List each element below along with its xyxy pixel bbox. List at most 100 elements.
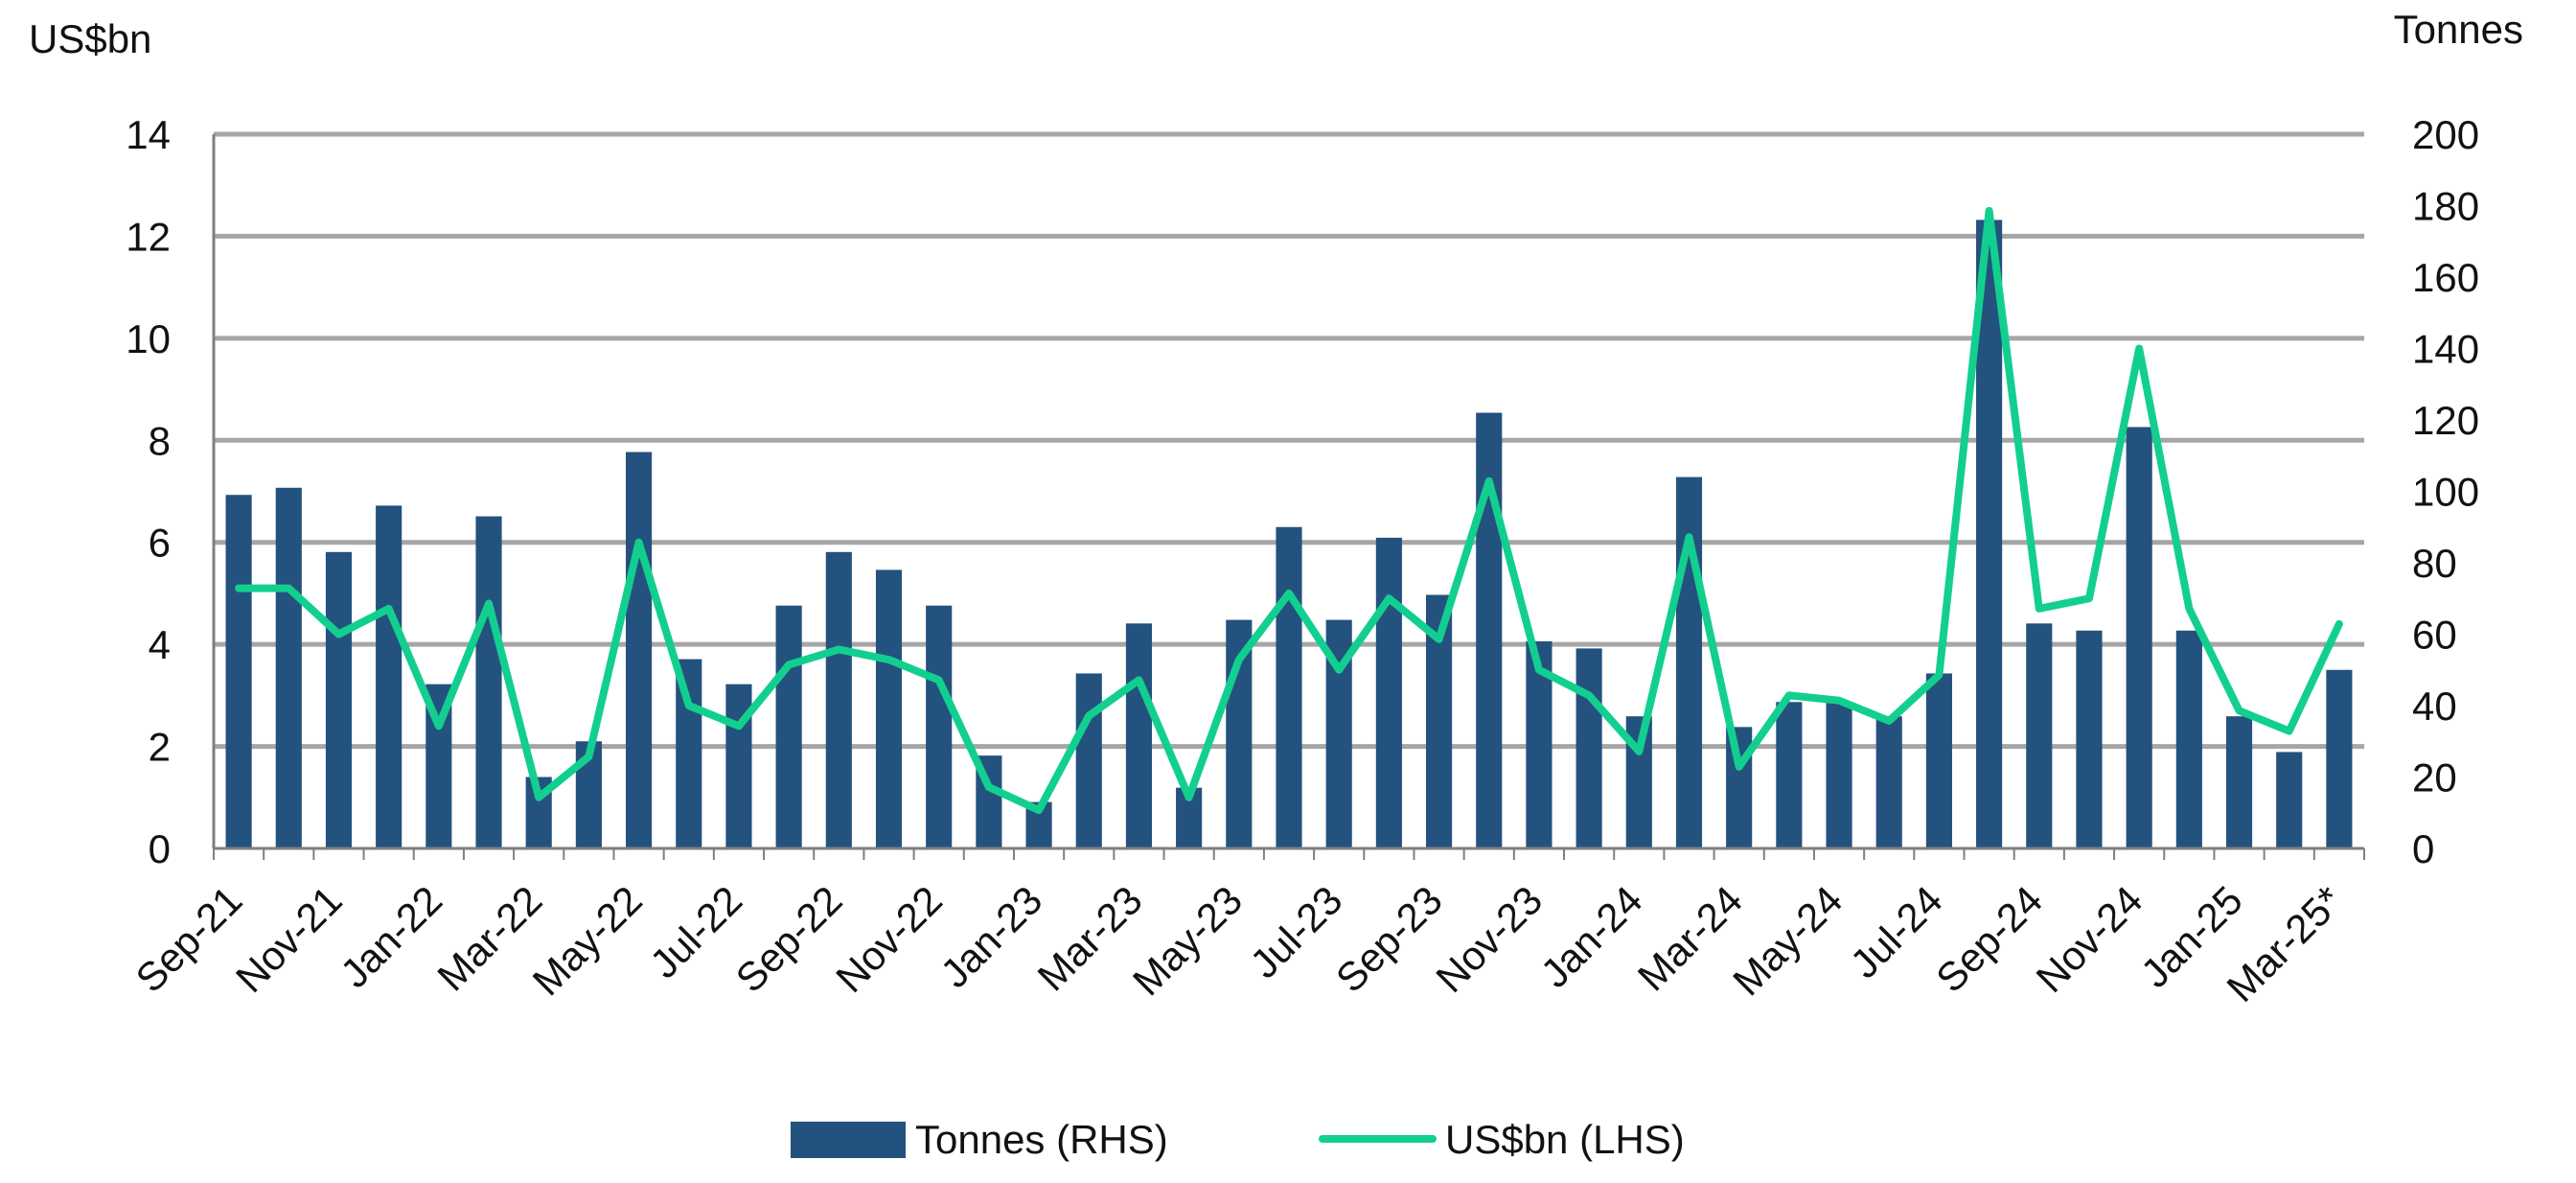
bar-Feb-25 — [2276, 752, 2303, 848]
left-tick-label-12: 12 — [126, 214, 171, 259]
line-point-Dec-21 — [387, 607, 391, 611]
left-tick-label-6: 6 — [149, 521, 171, 566]
line-point-Jan-23 — [1037, 808, 1041, 812]
bar-Aug-23 — [1375, 537, 1402, 848]
bar-Jun-22 — [676, 659, 702, 848]
left-axis-unit: US$bn — [29, 16, 151, 61]
bar-Feb-22 — [475, 516, 502, 848]
bar-Jun-23 — [1276, 526, 1302, 848]
line-point-Sep-22 — [837, 647, 840, 651]
line-point-Nov-24 — [2137, 347, 2141, 350]
line-point-Sep-23 — [1438, 638, 1441, 641]
left-tick-label-2: 2 — [149, 725, 171, 770]
line-point-Jun-22 — [687, 704, 691, 707]
bar-Apr-24 — [1776, 702, 1803, 848]
x-tick-label-Nov-24: Nov-24 — [2028, 877, 2151, 1001]
line-point-Aug-22 — [787, 662, 791, 666]
line-point-Jan-22 — [437, 724, 441, 728]
bar-Jun-24 — [1875, 716, 1902, 848]
line-point-Jul-23 — [1337, 668, 1341, 672]
legend: Tonnes (RHS) US$bn (LHS) — [791, 1117, 1685, 1162]
line-point-Dec-22 — [987, 785, 991, 789]
bar-Sep-24 — [2026, 623, 2053, 848]
right-tick-label-0: 0 — [2412, 826, 2434, 871]
bar-May-24 — [1826, 702, 1852, 848]
bar-May-22 — [626, 452, 653, 848]
right-tick-label-180: 180 — [2412, 184, 2479, 229]
right-tick-label-200: 200 — [2412, 112, 2479, 157]
bar-Oct-21 — [275, 487, 302, 848]
line-point-Mar-22 — [537, 796, 540, 800]
bar-layer — [225, 220, 2353, 848]
line-point-Nov-22 — [937, 678, 941, 682]
line-point-Feb-22 — [487, 602, 491, 606]
line-point-Apr-23 — [1187, 796, 1191, 800]
line-point-Nov-21 — [336, 633, 340, 636]
line-point-Sep-21 — [237, 587, 241, 591]
x-tick-label-Nov-23: Nov-23 — [1427, 877, 1551, 1001]
line-point-Apr-22 — [586, 754, 590, 758]
line-point-Oct-23 — [1487, 479, 1491, 483]
x-tick-label-Nov-22: Nov-22 — [827, 877, 951, 1001]
line-point-Nov-23 — [1537, 668, 1541, 672]
x-tick-label-Jan-23: Jan-23 — [932, 877, 1050, 996]
right-tick-label-60: 60 — [2412, 613, 2457, 658]
bar-Jan-25 — [2225, 716, 2253, 848]
line-point-Oct-22 — [887, 658, 891, 661]
line-point-Jun-24 — [1887, 719, 1891, 723]
x-tick-label-Jan-22: Jan-22 — [332, 877, 450, 996]
line-point-Mar-23 — [1137, 678, 1140, 682]
bar-Nov-21 — [325, 551, 353, 848]
bar-Nov-22 — [926, 605, 953, 848]
axis-layer — [212, 134, 2365, 860]
right-tick-label-120: 120 — [2412, 398, 2479, 443]
right-tick-label-140: 140 — [2412, 327, 2479, 372]
line-point-Jul-22 — [737, 724, 741, 728]
line-point-Aug-23 — [1387, 596, 1391, 600]
line-point-Jan-24 — [1637, 750, 1641, 754]
line-point-Aug-24 — [1988, 209, 1991, 213]
bar-Oct-22 — [875, 569, 903, 848]
right-tick-label-40: 40 — [2412, 684, 2457, 729]
left-tick-label-10: 10 — [126, 316, 171, 361]
bar-Nov-24 — [2126, 427, 2152, 848]
line-point-Oct-21 — [287, 587, 290, 591]
bar-Oct-24 — [2076, 630, 2103, 848]
line-point-Feb-23 — [1087, 714, 1091, 718]
bar-Mar-25* — [2326, 669, 2353, 848]
x-tick-label-Jan-24: Jan-24 — [1532, 877, 1651, 996]
line-point-May-22 — [637, 541, 641, 545]
bar-Sep-22 — [825, 551, 852, 848]
line-point-May-24 — [1837, 699, 1841, 703]
bar-Dec-23 — [1576, 648, 1602, 848]
left-tick-label-4: 4 — [149, 622, 171, 667]
x-tick-label-May-23: May-23 — [1124, 877, 1251, 1004]
right-tick-label-20: 20 — [2412, 755, 2457, 800]
bar-Mar-23 — [1125, 623, 1153, 848]
line-point-Jun-23 — [1287, 592, 1291, 595]
x-tick-label-Sep-22: Sep-22 — [727, 877, 851, 1001]
line-point-Jul-24 — [1937, 673, 1941, 677]
line-point-Dec-24 — [2187, 607, 2191, 611]
left-tick-label-8: 8 — [149, 418, 171, 463]
bar-Sep-21 — [225, 495, 252, 848]
bar-Aug-22 — [775, 605, 802, 848]
line-point-May-23 — [1237, 658, 1241, 661]
line-point-Mar-24 — [1737, 765, 1741, 769]
legend-line-label: US$bn (LHS) — [1445, 1117, 1685, 1162]
bar-Mar-24 — [1726, 727, 1753, 848]
line-point-Dec-23 — [1587, 693, 1591, 697]
bar-Dec-21 — [376, 505, 402, 848]
bar-Dec-24 — [2175, 630, 2202, 848]
right-tick-label-100: 100 — [2412, 470, 2479, 515]
right-axis-unit: Tonnes — [2394, 7, 2523, 52]
line-point-Sep-24 — [2037, 607, 2041, 611]
line-layer — [235, 206, 2343, 815]
legend-bar-swatch — [791, 1122, 906, 1158]
x-tick-label-Sep-21: Sep-21 — [126, 877, 250, 1001]
x-tick-label-May-22: May-22 — [524, 877, 651, 1004]
bar-Jul-24 — [1925, 673, 1952, 848]
legend-bar-label: Tonnes (RHS) — [915, 1117, 1168, 1162]
